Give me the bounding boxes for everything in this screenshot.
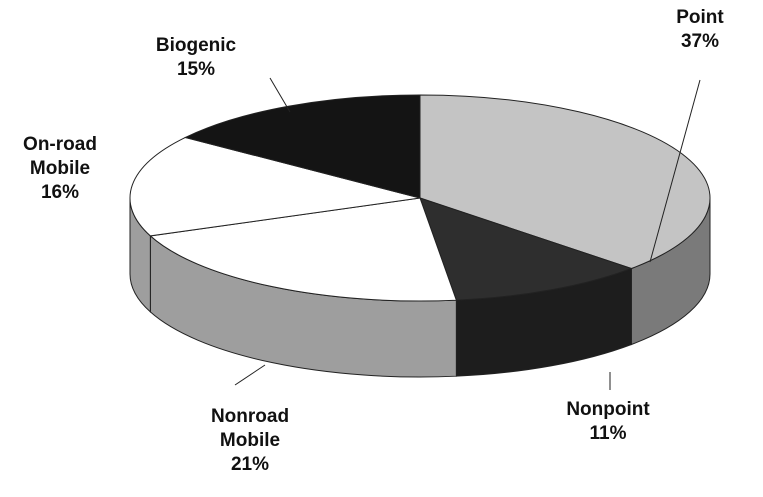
leader-line [649, 79, 701, 263]
slice [149, 197, 458, 302]
value-label: 11% [589, 423, 627, 444]
category-label: Point [676, 7, 724, 28]
value-label: 37% [680, 31, 720, 52]
category-label: Nonroad Mobile [210, 406, 290, 451]
slice-label: Point 37% [640, 6, 760, 54]
slice-label: Nonroad Mobile 21% [190, 405, 310, 477]
slice-label: Nonpoint 11% [548, 398, 668, 446]
category-label: Biogenic [155, 35, 237, 56]
value-label: 16% [40, 182, 80, 203]
category-label: Nonpoint [566, 399, 650, 420]
slice [183, 94, 421, 199]
slice-label: Biogenic 15% [136, 34, 256, 82]
leader-line [269, 77, 291, 113]
slice-label: On-road Mobile 16% [0, 133, 120, 205]
value-label: 21% [230, 454, 270, 475]
leader-line [234, 364, 266, 386]
slice [129, 136, 421, 237]
slice [419, 94, 711, 270]
category-label: On-road Mobile [23, 134, 97, 179]
slice [419, 197, 633, 301]
value-label: 15% [176, 59, 216, 80]
